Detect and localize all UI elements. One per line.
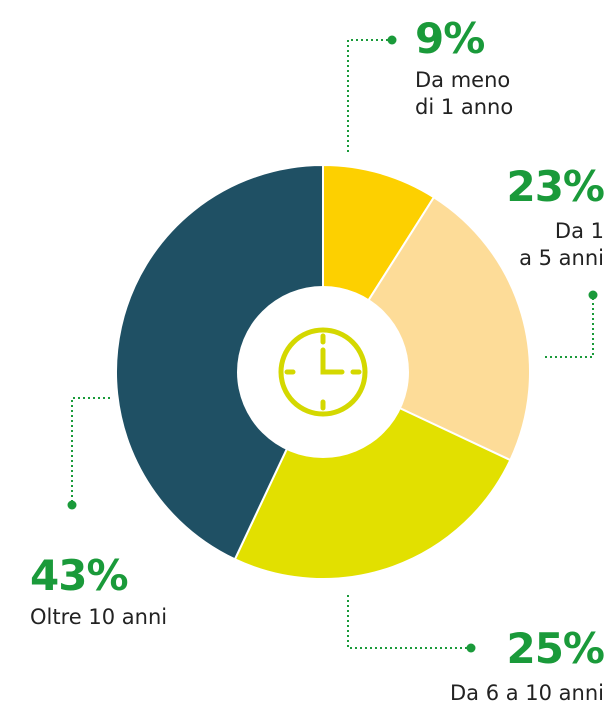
leader-line [347, 595, 468, 649]
category-label: Da 6 a 10 anni [449, 681, 604, 705]
value-label: 25% [506, 624, 605, 673]
leader-line [347, 39, 390, 152]
leader-dot [588, 290, 598, 300]
leader-dot [466, 643, 476, 653]
leader-dot [387, 35, 397, 45]
clock-icon [278, 327, 368, 417]
wedge [115, 163, 324, 561]
value-label: 9% [415, 14, 485, 63]
leader-line [71, 397, 110, 502]
leader-line [545, 298, 594, 358]
category-label: Oltre 10 anni [30, 605, 168, 629]
leader-dot [67, 500, 77, 510]
value-label: 43% [30, 551, 129, 600]
value-label: 23% [506, 162, 605, 211]
leader-lines [67, 35, 598, 653]
category-label: Da meno di 1 anno [415, 68, 514, 119]
category-label: Da 1 a 5 anni [519, 219, 604, 270]
